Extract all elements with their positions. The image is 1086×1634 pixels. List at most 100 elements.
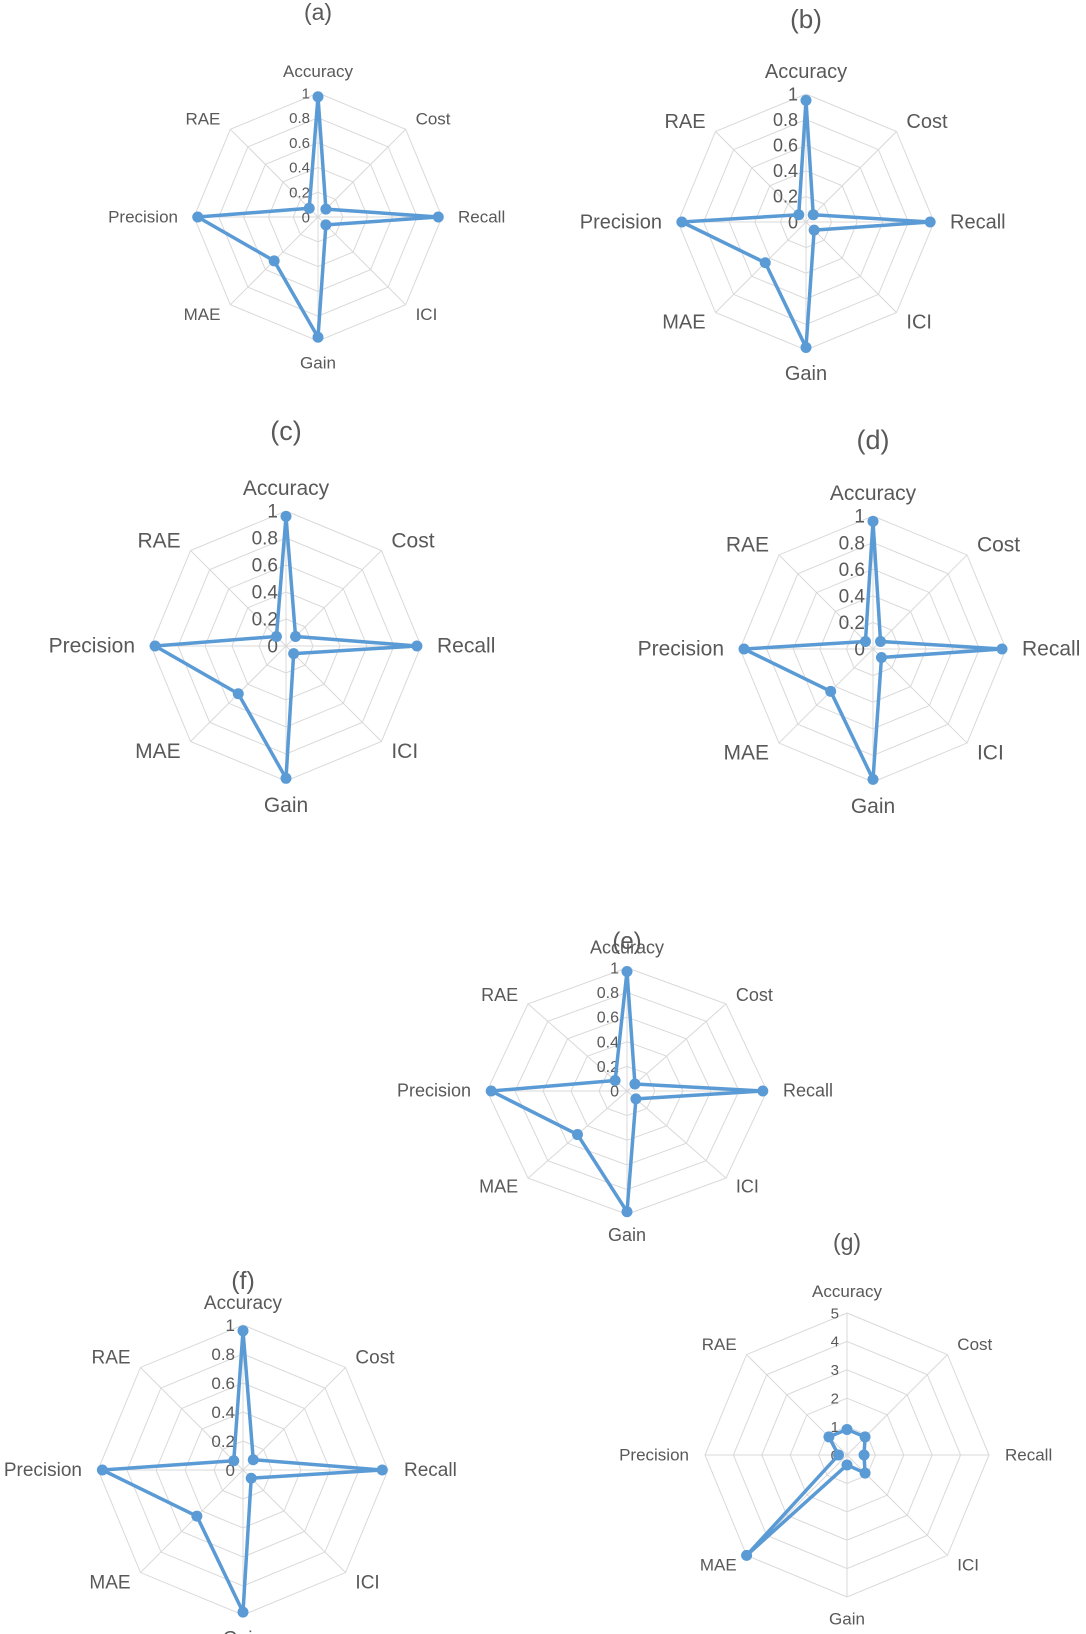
data-point	[280, 510, 292, 522]
radial-tick-label: 0	[226, 1461, 235, 1480]
data-point	[149, 640, 161, 652]
chart-title: (g)	[833, 1229, 861, 1255]
category-label: RAE	[185, 110, 220, 129]
data-point	[757, 1085, 769, 1097]
category-label: Accuracy	[590, 937, 664, 957]
category-label: Cost	[957, 1335, 992, 1354]
data-point	[376, 1464, 388, 1476]
grid-spoke	[140, 1469, 244, 1573]
category-label: Precision	[638, 638, 724, 661]
data-point	[245, 1472, 257, 1484]
category-label: Precision	[4, 1460, 82, 1481]
data-point	[800, 341, 812, 353]
grid-spoke	[626, 1003, 727, 1092]
radial-tick-label: 0.8	[773, 110, 798, 130]
grid-spoke	[285, 645, 382, 742]
category-label: Recall	[1005, 1445, 1052, 1464]
radial-tick-label: 0	[854, 640, 865, 661]
data-point	[841, 1459, 853, 1471]
category-label: Precision	[49, 635, 135, 658]
data-point	[432, 211, 444, 223]
radial-tick-label: 0.8	[211, 1345, 235, 1364]
category-label: Cost	[736, 985, 773, 1005]
grid-spoke	[317, 216, 407, 306]
data-point	[807, 209, 819, 221]
category-label: RAE	[481, 985, 518, 1005]
radial-tick-label: 0.4	[289, 160, 310, 177]
category-label: Cost	[906, 111, 948, 133]
category-label: Gain	[829, 1610, 865, 1629]
data-point	[191, 1510, 203, 1522]
category-label: Gain	[851, 795, 895, 818]
data-point	[875, 635, 887, 647]
data-point	[859, 635, 871, 647]
data-point	[738, 643, 750, 655]
data-point	[621, 965, 633, 977]
radial-tick-label: 0.4	[211, 1403, 235, 1422]
category-label: Recall	[783, 1081, 833, 1101]
data-point	[96, 1464, 108, 1476]
category-label: Accuracy	[204, 1293, 283, 1314]
radial-tick-label: 0.2	[211, 1432, 235, 1451]
category-label: ICI	[391, 740, 418, 763]
category-label: RAE	[664, 111, 705, 133]
data-point	[858, 1449, 870, 1461]
data-point	[280, 772, 292, 784]
data-point	[924, 216, 936, 228]
data-point	[996, 643, 1008, 655]
chart-title: (f)	[231, 1267, 255, 1295]
grid-spoke	[242, 1367, 346, 1471]
category-label: RAE	[702, 1335, 737, 1354]
category-label: Recall	[404, 1460, 457, 1481]
radar-chart-1: (a) 0 0.2 0.4 0.6 0.8 1 Accuracy Cost Recall ICI Ga…	[108, 0, 505, 373]
data-point	[793, 209, 805, 221]
category-label: Gain	[300, 354, 336, 373]
category-label: RAE	[137, 529, 180, 552]
data-point	[621, 1206, 633, 1218]
radial-tick-label: 0.2	[773, 187, 798, 207]
radial-tick-label: 0.8	[289, 110, 310, 127]
category-label: Precision	[397, 1081, 471, 1101]
radial-tick-label: 0.8	[839, 533, 865, 554]
category-label: MAE	[184, 305, 221, 324]
data-point	[411, 640, 423, 652]
category-label: Accuracy	[765, 61, 847, 83]
category-label: Accuracy	[283, 62, 353, 81]
category-label: RAE	[91, 1348, 130, 1369]
data-point	[759, 257, 771, 269]
category-label: Gain	[608, 1225, 646, 1245]
radial-tick-label: 0.8	[597, 985, 619, 1002]
data-point	[823, 1431, 835, 1443]
grid-spoke	[872, 648, 968, 744]
chart-title: (c)	[270, 416, 301, 446]
radial-tick-label: 0.4	[839, 586, 866, 607]
data-point	[320, 203, 332, 215]
grid-spoke	[626, 1090, 727, 1179]
grid-spoke	[242, 1469, 346, 1573]
grid-spoke	[715, 221, 807, 313]
data-point	[808, 224, 820, 236]
category-label: Accuracy	[830, 482, 917, 505]
radial-tick-label: 0.6	[839, 560, 865, 581]
radar-chart-7: (g)012345AccuracyCostRecallICIGainMAEPre…	[619, 1229, 1052, 1629]
data-point	[741, 1549, 753, 1561]
chart-title: (b)	[790, 4, 822, 34]
category-label: MAE	[89, 1572, 130, 1593]
category-label: ICI	[355, 1572, 379, 1593]
radial-tick-label: 1	[831, 1419, 839, 1436]
data-point	[228, 1455, 240, 1467]
data-point	[825, 685, 837, 697]
data-point	[629, 1078, 641, 1090]
grid-spoke	[778, 648, 874, 744]
radial-tick-label: 1	[788, 84, 798, 104]
data-point	[237, 1325, 249, 1337]
data-point	[676, 216, 688, 228]
radial-tick-label: 0.8	[252, 529, 278, 550]
category-label: Gain	[223, 1628, 263, 1634]
radial-tick-label: 0.4	[252, 583, 279, 604]
category-label: MAE	[662, 312, 705, 334]
radial-tick-label: 0.6	[211, 1374, 235, 1393]
data-point	[572, 1129, 584, 1141]
data-point	[832, 1449, 844, 1461]
